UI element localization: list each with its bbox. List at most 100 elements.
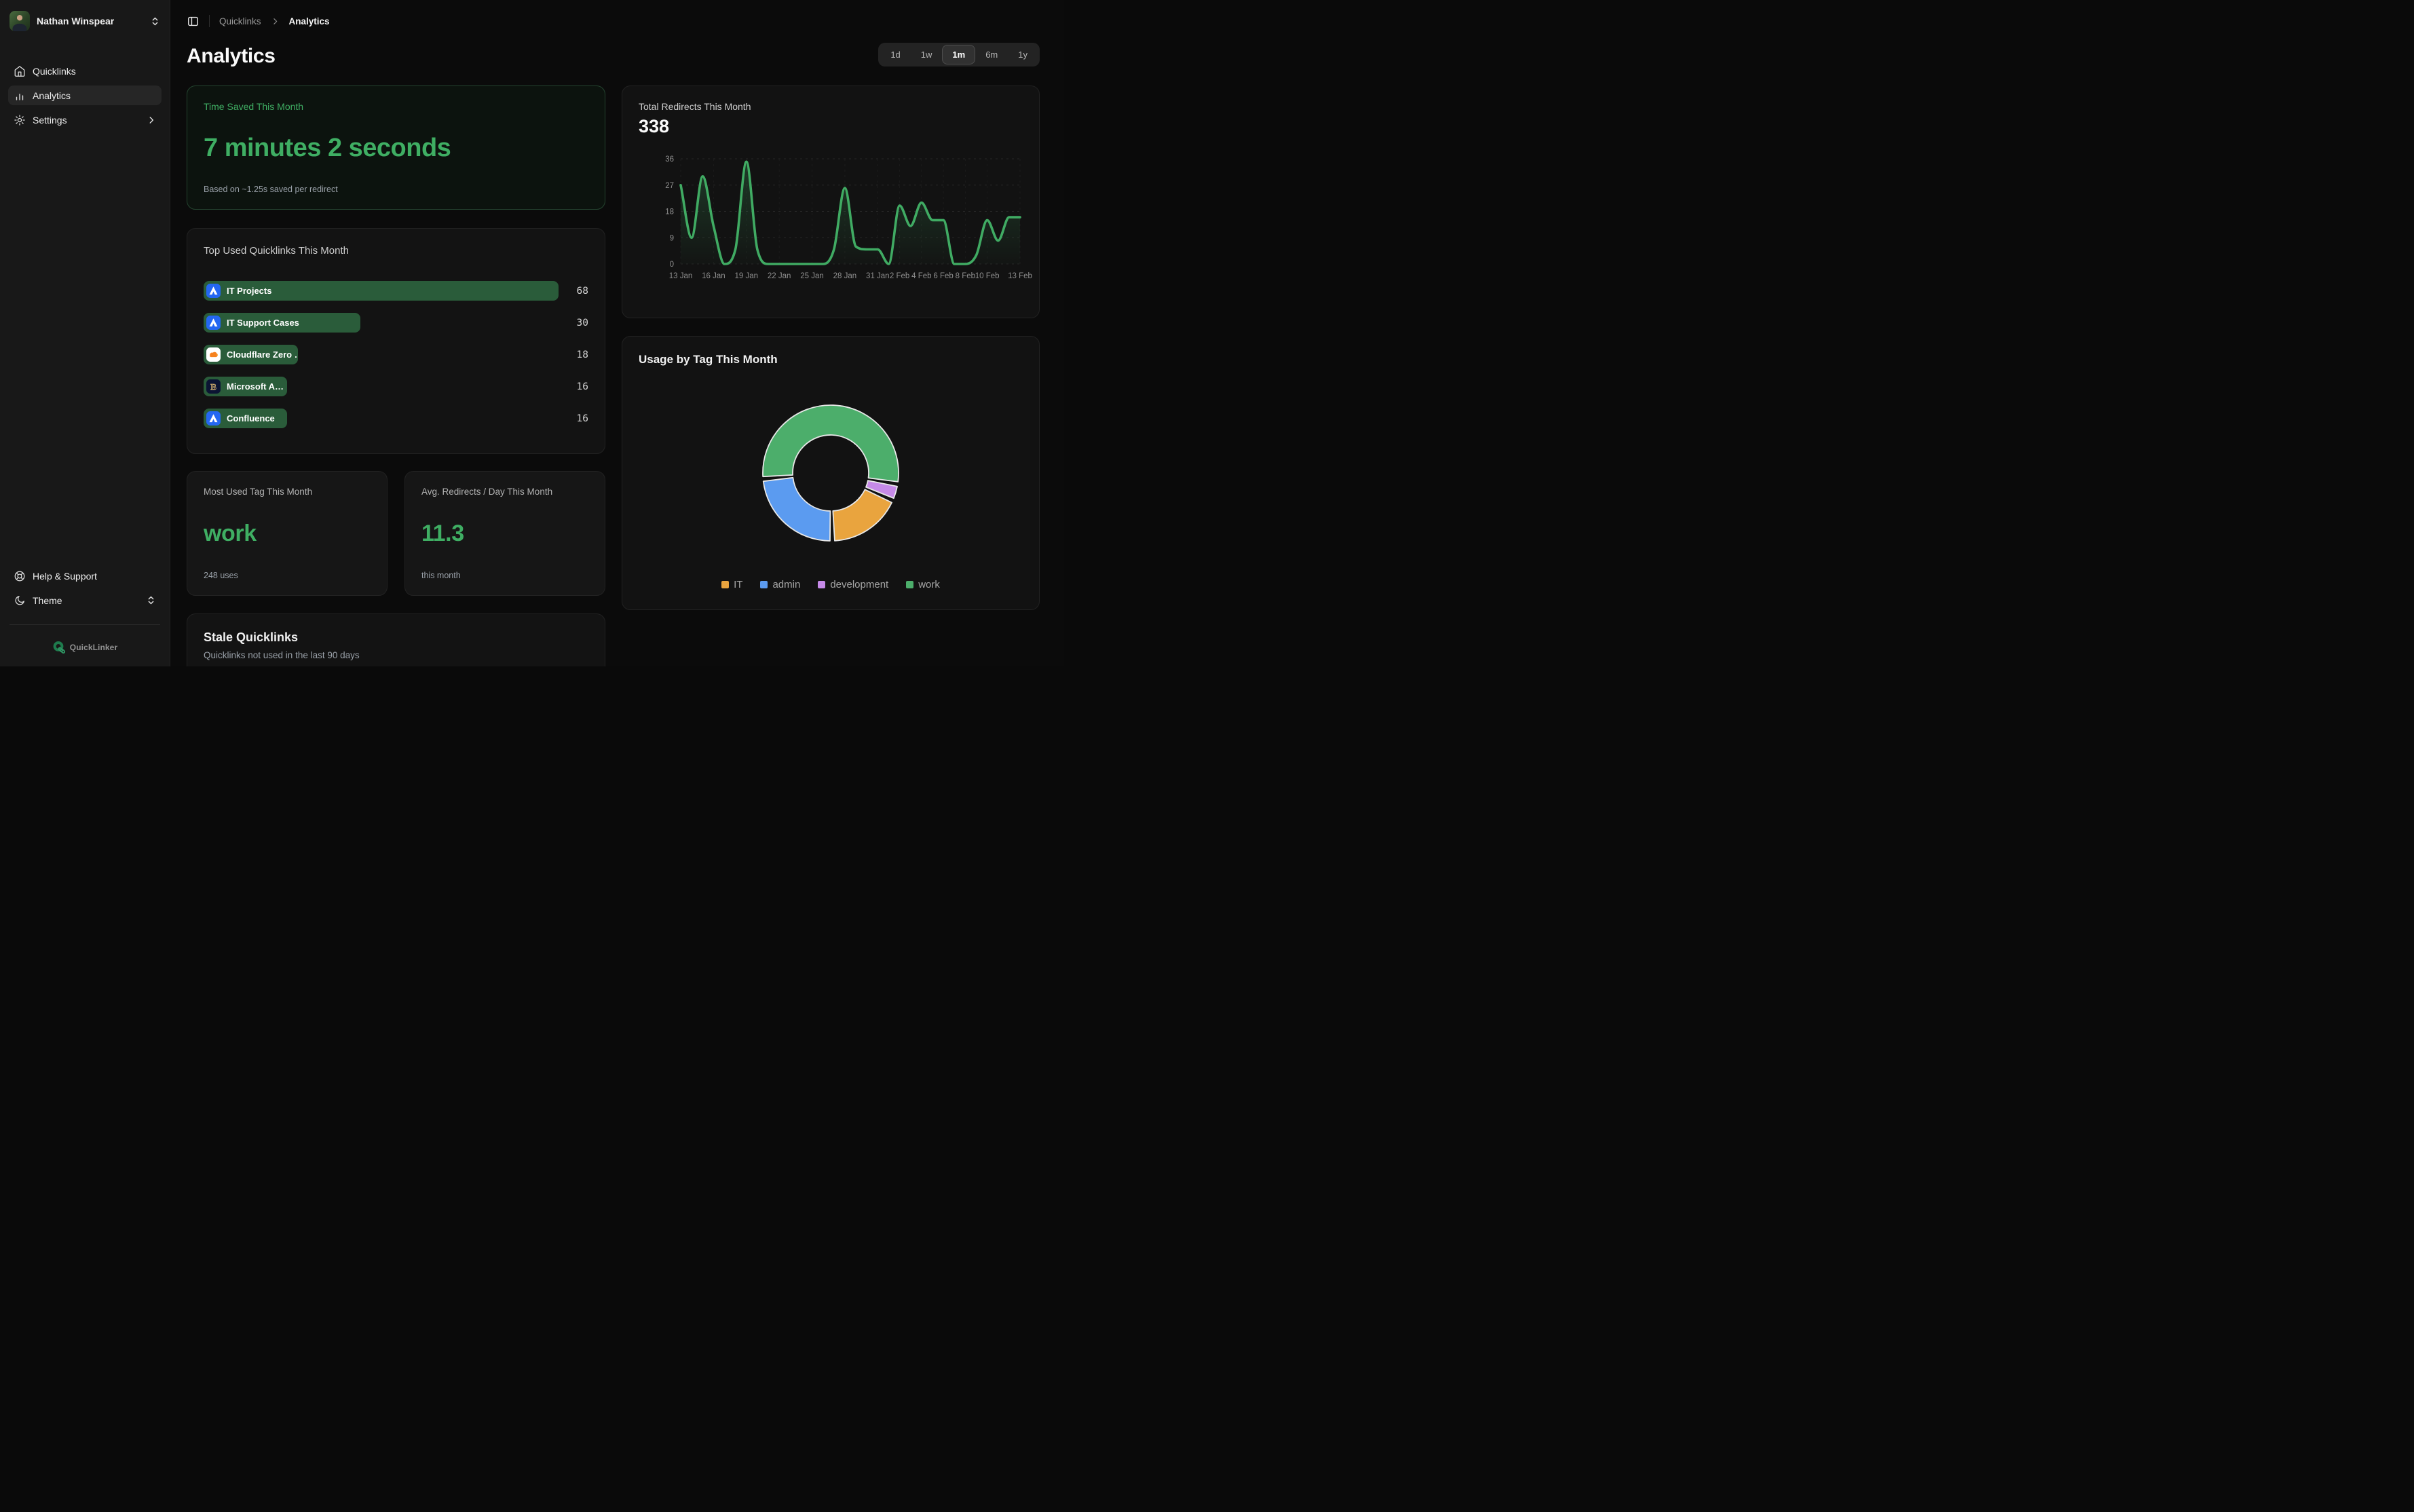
range-button-1d[interactable]: 1d <box>890 50 901 60</box>
bar-track: Confluence <box>204 409 559 428</box>
topbar-divider <box>209 15 210 27</box>
chevrons-up-down-icon <box>150 16 160 26</box>
quicklink-count: 68 <box>576 285 588 297</box>
quicklink-bar-row-4: Confluence 16 <box>204 409 588 428</box>
quicklinker-logo-icon <box>52 641 66 654</box>
sidebar-item-label: Quicklinks <box>33 65 76 77</box>
sidebar-item-label: Analytics <box>33 90 71 101</box>
legend-swatch <box>721 581 730 588</box>
sidebar-toggle-icon[interactable] <box>187 15 200 28</box>
sidebar: Nathan Winspear Quicklinks Analytics <box>0 0 170 666</box>
tag-donut-chart <box>639 366 1023 579</box>
range-button-1y[interactable]: 1y <box>1018 50 1027 60</box>
quicklink-count: 30 <box>576 317 588 328</box>
user-name: Nathan Winspear <box>37 16 115 26</box>
quicklink-bar: Cloudflare Zero … <box>204 345 298 364</box>
most-used-tag-caption: 248 uses <box>204 571 238 580</box>
quicklink-count: 18 <box>576 349 588 360</box>
bar-track: Cloudflare Zero … <box>204 345 559 364</box>
total-redirects-title: Total Redirects This Month <box>639 101 751 112</box>
avg-redirects-title: Avg. Redirects / Day This Month <box>421 487 553 497</box>
donut-slice-development <box>865 479 898 499</box>
home-icon <box>14 65 26 77</box>
quicklink-bar: IT Support Cases <box>204 313 360 333</box>
quicklink-bar-row-1: IT Support Cases 30 <box>204 313 588 333</box>
theme-item[interactable]: Theme <box>8 590 162 610</box>
time-range-selector: 1d 1w 1m 6m 1y <box>878 43 1040 67</box>
atlassian-icon <box>206 411 221 426</box>
stale-quicklinks-title: Stale Quicklinks <box>204 630 299 644</box>
quicklink-bar: IT Projects <box>204 281 559 301</box>
avg-redirects-value: 11.3 <box>421 521 464 546</box>
most-used-tag-value: work <box>204 521 257 546</box>
life-buoy-icon <box>14 570 26 582</box>
quicklink-label: IT Projects <box>227 286 272 296</box>
svg-text:9: 9 <box>670 234 674 242</box>
page-title: Analytics <box>187 45 276 67</box>
quicklink-label: Cloudflare Zero … <box>227 349 298 360</box>
chevrons-up-down-icon <box>146 595 156 605</box>
range-button-6m[interactable]: 6m <box>985 50 998 60</box>
time-saved-title: Time Saved This Month <box>204 101 304 112</box>
time-saved-value: 7 minutes 2 seconds <box>204 134 451 162</box>
line-chart-x-axis: 13 Jan 16 Jan 19 Jan 22 Jan 25 Jan 28 Jan 31 J… <box>639 272 1032 284</box>
x-tick-label: 8 Feb <box>955 272 976 280</box>
x-tick-label: 4 Feb <box>911 272 932 280</box>
time-saved-card: Time Saved This Month 7 minutes 2 second… <box>187 86 605 210</box>
total-redirects-card: Total Redirects This Month 338 0 9 18 27 36 … <box>622 86 1040 318</box>
most-used-tag-title: Most Used Tag This Month <box>204 487 313 497</box>
breadcrumb-quicklinks[interactable]: Quicklinks <box>219 16 261 26</box>
range-button-1w[interactable]: 1w <box>920 50 932 60</box>
redirects-line-chart: 0 9 18 27 36 13 Jan 16 Jan 19 Jan 22 Jan 25 Jan 2… <box>639 155 1032 284</box>
donut-slice-work <box>762 404 899 483</box>
total-redirects-value: 338 <box>639 116 670 136</box>
svg-text:0: 0 <box>670 261 674 268</box>
bar-track: B Microsoft A… <box>204 377 559 396</box>
logo-text: QuickLinker <box>69 643 118 652</box>
svg-text:27: 27 <box>665 182 674 190</box>
quicklink-bar: B Microsoft A… <box>204 377 287 396</box>
top-quicklinks-card: Top Used Quicklinks This Month IT Projec… <box>187 228 605 454</box>
quicklink-label: IT Support Cases <box>227 318 299 328</box>
donut-slice-admin <box>762 476 831 542</box>
quicklink-label: Microsoft A… <box>227 381 284 392</box>
x-tick-label: 25 Jan <box>800 272 824 280</box>
breadcrumb-chevron-icon <box>271 17 280 26</box>
x-tick-label: 19 Jan <box>734 272 759 280</box>
x-tick-label: 10 Feb <box>975 272 1000 280</box>
bar-track: IT Projects <box>204 281 559 301</box>
microsoft-icon: B <box>206 379 221 394</box>
chevron-right-icon <box>147 115 156 125</box>
breadcrumb-analytics: Analytics <box>288 16 330 26</box>
donut-slice-IT <box>832 488 892 542</box>
sidebar-item-settings[interactable]: Settings <box>8 110 162 130</box>
help-support-item[interactable]: Help & Support <box>8 566 162 586</box>
sidebar-item-quicklinks[interactable]: Quicklinks <box>8 61 162 81</box>
stale-quicklinks-subtitle: Quicklinks not used in the last 90 days <box>204 650 360 660</box>
x-tick-label: 31 Jan <box>866 272 890 280</box>
legend-swatch <box>760 581 768 588</box>
svg-text:B: B <box>210 382 216 392</box>
sidebar-item-analytics[interactable]: Analytics <box>8 86 162 105</box>
legend-item-IT: IT <box>721 579 742 590</box>
x-tick-label: 22 Jan <box>767 272 791 280</box>
quicklink-count: 16 <box>576 413 588 424</box>
time-saved-caption: Based on ~1.25s saved per redirect <box>204 185 338 194</box>
sidebar-footer: Help & Support Theme QuickLinker <box>8 566 162 656</box>
sidebar-nav: Quicklinks Analytics Settings <box>8 61 162 130</box>
quicklink-bar: Confluence <box>204 409 287 428</box>
donut-legend: IT admin development work <box>639 579 1023 593</box>
app-window: Nathan Winspear Quicklinks Analytics <box>0 0 1064 666</box>
user-menu[interactable]: Nathan Winspear <box>8 10 162 33</box>
range-button-1m[interactable]: 1m <box>942 45 976 64</box>
atlassian-icon <box>206 284 221 298</box>
cloudflare-icon <box>206 347 221 362</box>
x-tick-label: 13 Feb <box>1008 272 1032 280</box>
usage-by-tag-card: Usage by Tag This Month IT admin developme… <box>622 336 1040 610</box>
bar-track: IT Support Cases <box>204 313 559 333</box>
bar-chart-icon <box>14 90 26 102</box>
legend-swatch <box>906 581 914 588</box>
help-support-label: Help & Support <box>33 570 97 582</box>
legend-swatch <box>818 581 826 588</box>
top-quicklinks-list: IT Projects 68 IT Support Cases 30 Cloudflar… <box>204 281 588 428</box>
